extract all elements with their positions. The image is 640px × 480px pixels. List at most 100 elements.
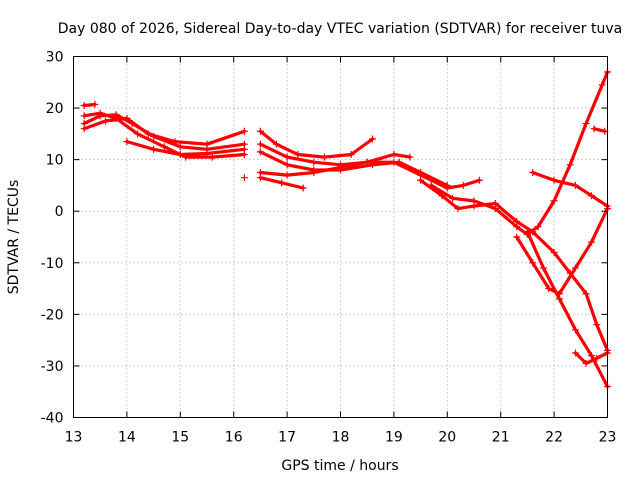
data-point-marker xyxy=(171,138,179,146)
data-point-marker xyxy=(491,205,499,213)
series-line xyxy=(82,111,246,159)
data-point-marker xyxy=(571,349,579,357)
series-track-o xyxy=(523,228,611,391)
x-tick-label: 13 xyxy=(65,430,83,446)
data-point-marker xyxy=(240,145,248,153)
series-track-l xyxy=(427,68,611,238)
data-point-marker xyxy=(134,130,142,138)
y-tick-label: -10 xyxy=(41,256,64,272)
x-tick-label: 18 xyxy=(332,430,350,446)
data-point-marker xyxy=(587,238,595,246)
data-point-marker xyxy=(470,197,478,205)
y-tick-label: -40 xyxy=(41,411,64,427)
data-point-marker xyxy=(427,181,435,189)
series-track-j xyxy=(256,174,307,192)
data-point-marker xyxy=(539,264,547,272)
data-point-marker xyxy=(406,153,414,161)
data-point-marker xyxy=(283,153,291,161)
data-point-marker xyxy=(150,145,158,153)
data-point-marker xyxy=(80,101,88,109)
data-point-marker xyxy=(294,150,302,158)
data-point-marker xyxy=(571,181,579,189)
data-point-marker xyxy=(256,127,264,135)
data-point-marker xyxy=(587,192,595,200)
data-point-marker xyxy=(582,120,590,128)
data-point-marker xyxy=(555,295,563,303)
data-point-marker xyxy=(144,130,152,138)
data-point-marker xyxy=(203,149,211,157)
data-point-marker xyxy=(272,140,280,148)
series-track-q xyxy=(590,125,609,135)
y-tick-label: 10 xyxy=(46,153,64,169)
x-tick-label: 22 xyxy=(545,430,563,446)
data-point-marker xyxy=(299,184,307,192)
data-point-marker xyxy=(590,125,598,133)
data-point-marker xyxy=(96,109,104,117)
data-point-marker xyxy=(571,264,579,272)
x-tick-label: 16 xyxy=(225,430,243,446)
data-point-marker xyxy=(593,321,601,329)
axis-ticks: 13 14 15 16 17 18 19 20 21 22 23 -40 -30 -20 -10 0 10 20 3… xyxy=(41,50,617,446)
data-point-marker xyxy=(320,153,328,161)
data-point-marker xyxy=(417,176,425,184)
data-point-marker xyxy=(443,184,451,192)
data-point-marker xyxy=(283,171,291,179)
data-point-marker xyxy=(545,285,553,293)
series-line xyxy=(573,351,610,365)
x-axis-label: GPS time / hours xyxy=(281,458,398,474)
data-point-marker xyxy=(256,174,264,182)
data-point-marker xyxy=(598,81,606,89)
data-point-marker xyxy=(459,181,467,189)
series-track-k xyxy=(417,176,611,354)
series-track-d xyxy=(123,138,248,158)
x-tick-label: 15 xyxy=(171,430,189,446)
data-point-marker xyxy=(513,233,521,241)
data-point-marker xyxy=(123,114,131,122)
series-line xyxy=(515,207,610,296)
data-point-marker xyxy=(203,140,211,148)
series-track-m xyxy=(513,205,611,298)
series-track-n xyxy=(529,169,611,210)
data-point-marker xyxy=(550,248,558,256)
data-point-marker xyxy=(566,161,574,169)
data-point-marker xyxy=(123,138,131,146)
data-point-marker xyxy=(550,176,558,184)
data-point-marker xyxy=(475,176,483,184)
y-tick-label: 20 xyxy=(46,101,64,117)
data-point-marker xyxy=(534,223,542,231)
x-tick-label: 23 xyxy=(599,430,617,446)
data-point-marker xyxy=(523,228,531,236)
data-point-marker xyxy=(587,352,595,360)
data-point-marker xyxy=(449,194,457,202)
y-tick-label: -30 xyxy=(41,359,64,375)
data-point-marker xyxy=(337,163,344,171)
series-line xyxy=(258,160,481,190)
data-point-marker xyxy=(582,290,590,298)
series-line xyxy=(525,230,610,389)
series-line xyxy=(531,170,610,208)
series-line xyxy=(419,178,610,353)
x-tick-label: 21 xyxy=(492,430,510,446)
data-point-marker xyxy=(363,158,371,166)
data-point-marker xyxy=(347,150,355,158)
x-tick-label: 19 xyxy=(385,430,403,446)
data-point-marker xyxy=(454,205,462,213)
y-tick-label: -20 xyxy=(41,307,64,323)
data-point-marker xyxy=(112,114,120,122)
data-point-marker xyxy=(390,150,398,158)
data-point-marker xyxy=(310,158,318,166)
data-point-marker xyxy=(91,100,99,108)
data-point-marker xyxy=(176,143,184,151)
data-point-marker xyxy=(513,223,521,231)
data-point-marker xyxy=(256,148,264,156)
data-point-marker xyxy=(160,143,168,151)
data-point-marker xyxy=(369,135,377,143)
x-tick-label: 20 xyxy=(438,430,456,446)
series-line xyxy=(429,70,610,236)
data-point-marker xyxy=(240,127,248,135)
x-tick-label: 14 xyxy=(118,430,136,446)
data-point-marker xyxy=(529,259,537,267)
y-tick-label: 30 xyxy=(46,50,64,66)
series-isolated xyxy=(240,174,248,182)
x-tick-label: 17 xyxy=(278,430,296,446)
